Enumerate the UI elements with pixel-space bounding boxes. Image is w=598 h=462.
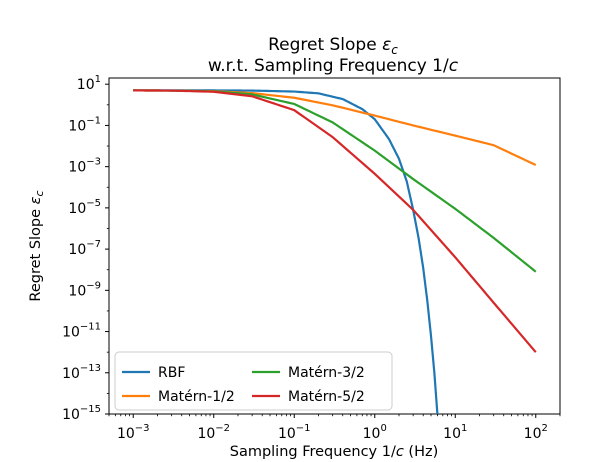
x-axis-label: Sampling Frequency 1/c (Hz) — [230, 444, 439, 460]
legend: RBF Matérn-1/2 Matérn-3/2 Matérn-5/2 — [114, 351, 393, 411]
x-tick-label: 10−3 — [117, 423, 150, 442]
y-tick-label: 10−13 — [62, 363, 101, 382]
series-layer — [133, 89, 537, 414]
legend-label: RBF — [158, 365, 185, 381]
y-tick-label: 101 — [77, 74, 101, 93]
series-line-1 — [133, 89, 439, 414]
series-line-2 — [133, 89, 537, 167]
x-tick-label: 10−1 — [278, 423, 311, 442]
x-tick-label: 101 — [443, 423, 467, 442]
y-tick-label: 10−7 — [68, 239, 101, 258]
chart-title-line1: Regret Slope εc — [268, 35, 398, 57]
y-tick-label: 10−3 — [68, 157, 101, 176]
y-tick-label: 10−15 — [62, 404, 101, 423]
y-tick-label: 10−9 — [68, 280, 101, 299]
legend-box — [114, 351, 393, 411]
y-axis-label: Regret Slope εc — [28, 190, 46, 301]
x-axis-ticks: 10−3 10−2 10−1 100 101 102 — [108, 414, 561, 442]
y-tick-label: 10−1 — [68, 115, 101, 134]
x-tick-label: 10−2 — [197, 423, 230, 442]
series-line-4 — [133, 89, 537, 353]
x-tick-label: 100 — [363, 423, 387, 442]
legend-label: Matérn-5/2 — [288, 389, 365, 405]
legend-label: Matérn-1/2 — [158, 389, 235, 405]
series-line-3 — [133, 89, 537, 273]
legend-label: Matérn-3/2 — [288, 365, 365, 381]
chart-title-line2: w.r.t. Sampling Frequency 1/c — [208, 56, 459, 76]
y-tick-label: 10−5 — [68, 198, 101, 217]
plot-area — [108, 77, 561, 415]
y-axis-ticks: 101 10−1 10−3 10−5 10−7 10−9 10−11 10−13 10−15 — [62, 74, 109, 423]
x-tick-label: 102 — [524, 423, 548, 442]
y-tick-label: 10−11 — [62, 322, 101, 341]
